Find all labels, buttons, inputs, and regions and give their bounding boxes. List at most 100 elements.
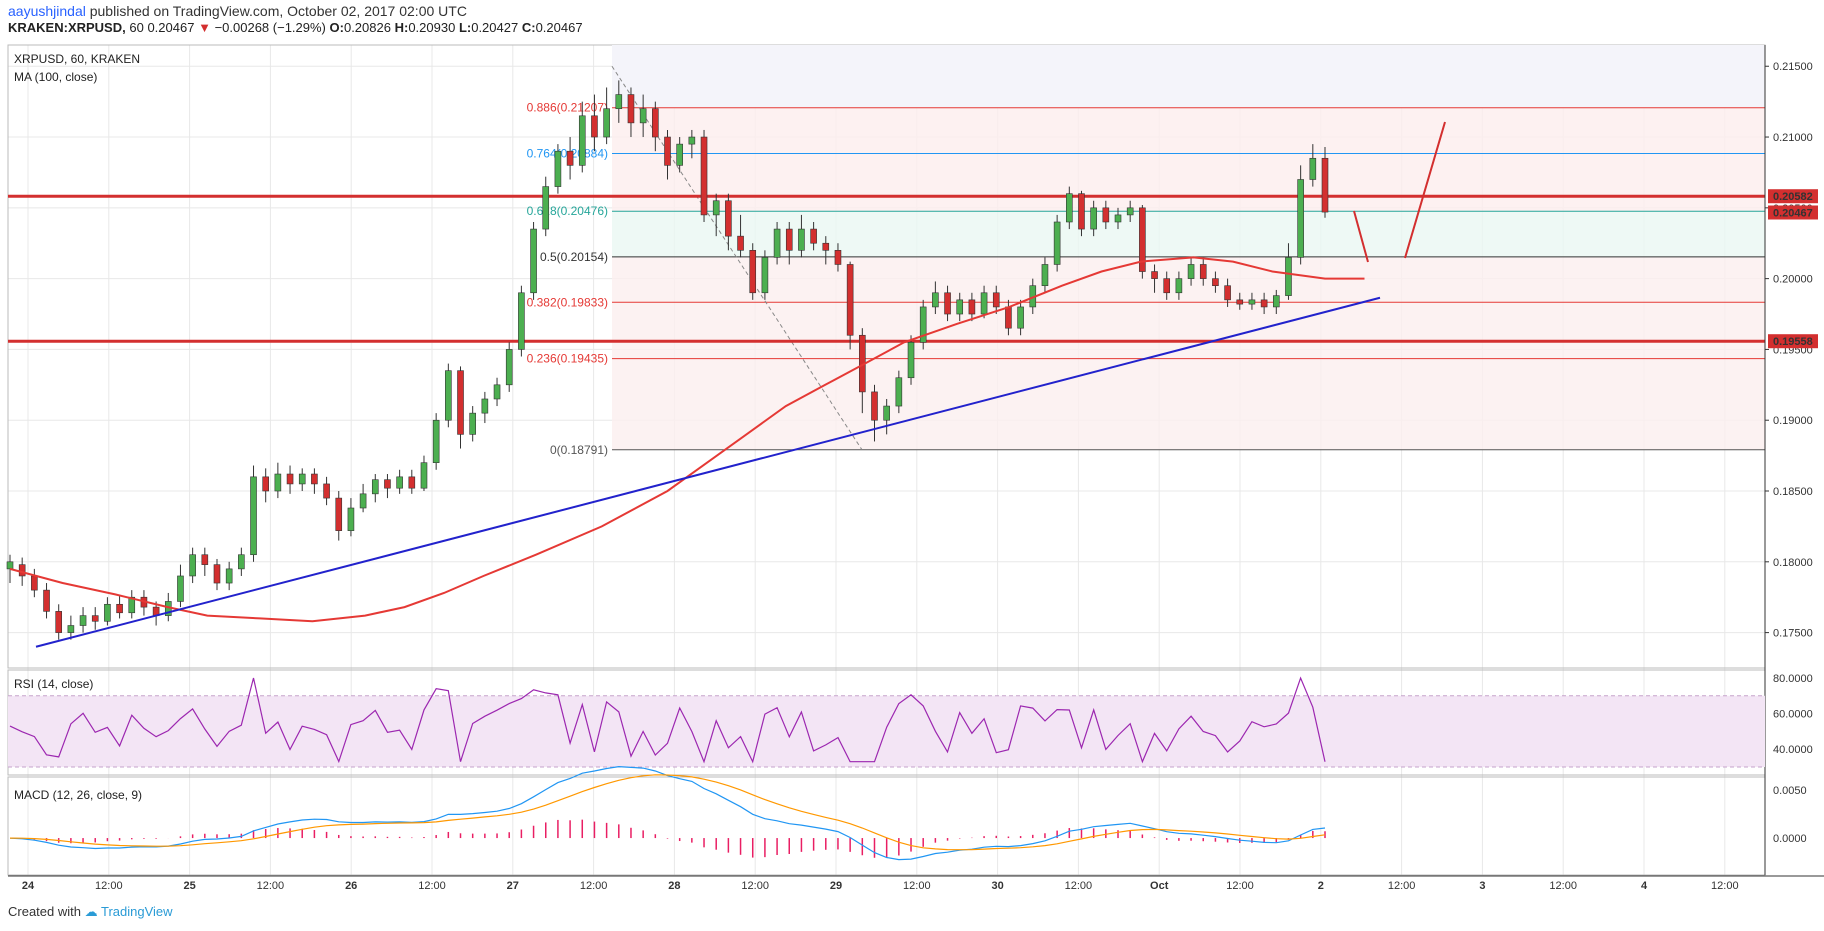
- candle-body: [104, 603, 111, 622]
- candle-body: [189, 554, 196, 577]
- candle-body: [1260, 299, 1268, 308]
- x-tick-label: 24: [22, 880, 35, 892]
- time-axis: 24 12:00 25 12:00 26 12:00 27 12:00 28 12:00 29 12:…: [22, 880, 1739, 892]
- candle-body: [1321, 157, 1329, 213]
- price-badge-bg: [1768, 189, 1818, 204]
- candle-body: [213, 564, 221, 584]
- candle-body: [493, 384, 501, 400]
- candle-body: [603, 108, 610, 138]
- ma-legend: MA (100, close): [14, 70, 98, 84]
- fib-band: [612, 211, 1765, 257]
- created-with-text: Created with: [8, 904, 81, 919]
- candle-body: [177, 575, 184, 602]
- candle-body: [420, 462, 428, 489]
- fib-band: [612, 107, 1765, 154]
- x-tick-label: 25: [183, 880, 195, 892]
- x-tick-label: 12:00: [95, 880, 123, 892]
- main-pane-title: XRPUSD, 60, KRAKEN: [14, 52, 141, 66]
- signal-line: [9, 774, 1326, 851]
- fib-label: 0.5(0.20154): [540, 250, 608, 264]
- candle-body: [91, 615, 99, 622]
- x-tick-label: 2: [1318, 880, 1324, 892]
- footer: Created with ☁ TradingView: [8, 904, 173, 920]
- candle-body: [554, 150, 562, 187]
- candle-body: [883, 405, 890, 421]
- candle-body: [311, 473, 318, 485]
- candle-body: [968, 299, 976, 315]
- fib-diagonal: [611, 65, 863, 451]
- fibonacci-zone: [612, 45, 1765, 450]
- price-badge-bg: [1768, 334, 1818, 349]
- x-tick-label: 4: [1641, 880, 1648, 892]
- candle-body: [700, 136, 708, 216]
- candle-body: [761, 257, 769, 294]
- candle-body: [396, 476, 403, 489]
- candle-body: [871, 391, 878, 421]
- candle-body: [250, 476, 257, 556]
- x-tick-label: 12:00: [257, 880, 285, 892]
- fib-band: [612, 256, 1765, 303]
- candle-body: [1139, 207, 1146, 272]
- candle-body: [43, 589, 50, 612]
- candle-body: [347, 507, 355, 531]
- high-value: 0.20930: [408, 20, 456, 35]
- x-tick-label: 30: [991, 880, 1003, 892]
- candle-body: [1187, 264, 1195, 279]
- candle-body: [822, 242, 830, 251]
- high-label: H:: [394, 20, 409, 35]
- candle-body: [286, 473, 294, 485]
- fib-band: [612, 358, 1765, 450]
- change-value: −0.00268 (−1.29%): [214, 20, 326, 35]
- close-label: C:: [521, 20, 536, 35]
- x-tick-label: 29: [830, 880, 842, 892]
- y-tick-label: 0.18000: [1773, 557, 1813, 569]
- candle-body: [578, 115, 586, 166]
- candle-body: [116, 603, 123, 614]
- candle-body: [1053, 221, 1061, 265]
- interval-label: 60: [129, 20, 144, 35]
- trendline: [35, 296, 1381, 648]
- candle-body: [262, 476, 269, 492]
- candle-body: [55, 611, 63, 633]
- candle-body: [712, 200, 720, 216]
- candle-body: [846, 264, 854, 336]
- symbol-header: KRAKEN:XRPUSD, 60 0.20467 ▼ −0.00268 (−1…: [8, 20, 583, 35]
- x-tick-label: 12:00: [1226, 880, 1254, 892]
- candle-body: [749, 250, 757, 294]
- y-tick-label: 0.19000: [1773, 415, 1813, 427]
- x-tick-label: 28: [668, 880, 680, 892]
- candle-body: [128, 596, 136, 614]
- x-tick-label: 12:00: [418, 880, 446, 892]
- candle-body: [725, 200, 732, 237]
- candle-body: [238, 554, 245, 570]
- candle-body: [1248, 299, 1256, 305]
- x-tick-label: 12:00: [903, 880, 931, 892]
- candle-body: [919, 306, 927, 343]
- y-tick-label: 0.17500: [1773, 628, 1813, 640]
- low-value: 0.20427: [471, 20, 519, 35]
- candle-body: [664, 136, 671, 166]
- candle-body: [1114, 214, 1122, 223]
- fib-label: 0.236(0.19435): [527, 352, 608, 366]
- trend-line: [35, 296, 1381, 648]
- fib-label: 0(0.18791): [550, 443, 608, 457]
- author-link[interactable]: aayushjindal: [8, 3, 86, 19]
- candle-body: [1041, 264, 1049, 287]
- tradingview-logo-icon: ☁: [84, 904, 98, 919]
- candle-body: [335, 497, 343, 531]
- candle-body: [773, 228, 781, 258]
- candle-body: [810, 228, 817, 244]
- candle-body: [944, 292, 951, 315]
- tradingview-brand[interactable]: TradingView: [101, 904, 173, 919]
- candle-body: [652, 108, 659, 138]
- candle-body: [445, 370, 452, 421]
- change-down-icon: ▼: [198, 20, 211, 35]
- x-tick-label: 12:00: [1549, 880, 1577, 892]
- low-label: L:: [458, 20, 472, 35]
- y-tick-label: 0.21500: [1773, 61, 1813, 73]
- candle-body: [932, 292, 939, 308]
- candle-body: [688, 136, 696, 145]
- open-label: O:: [329, 20, 344, 35]
- candle-body: [518, 292, 525, 350]
